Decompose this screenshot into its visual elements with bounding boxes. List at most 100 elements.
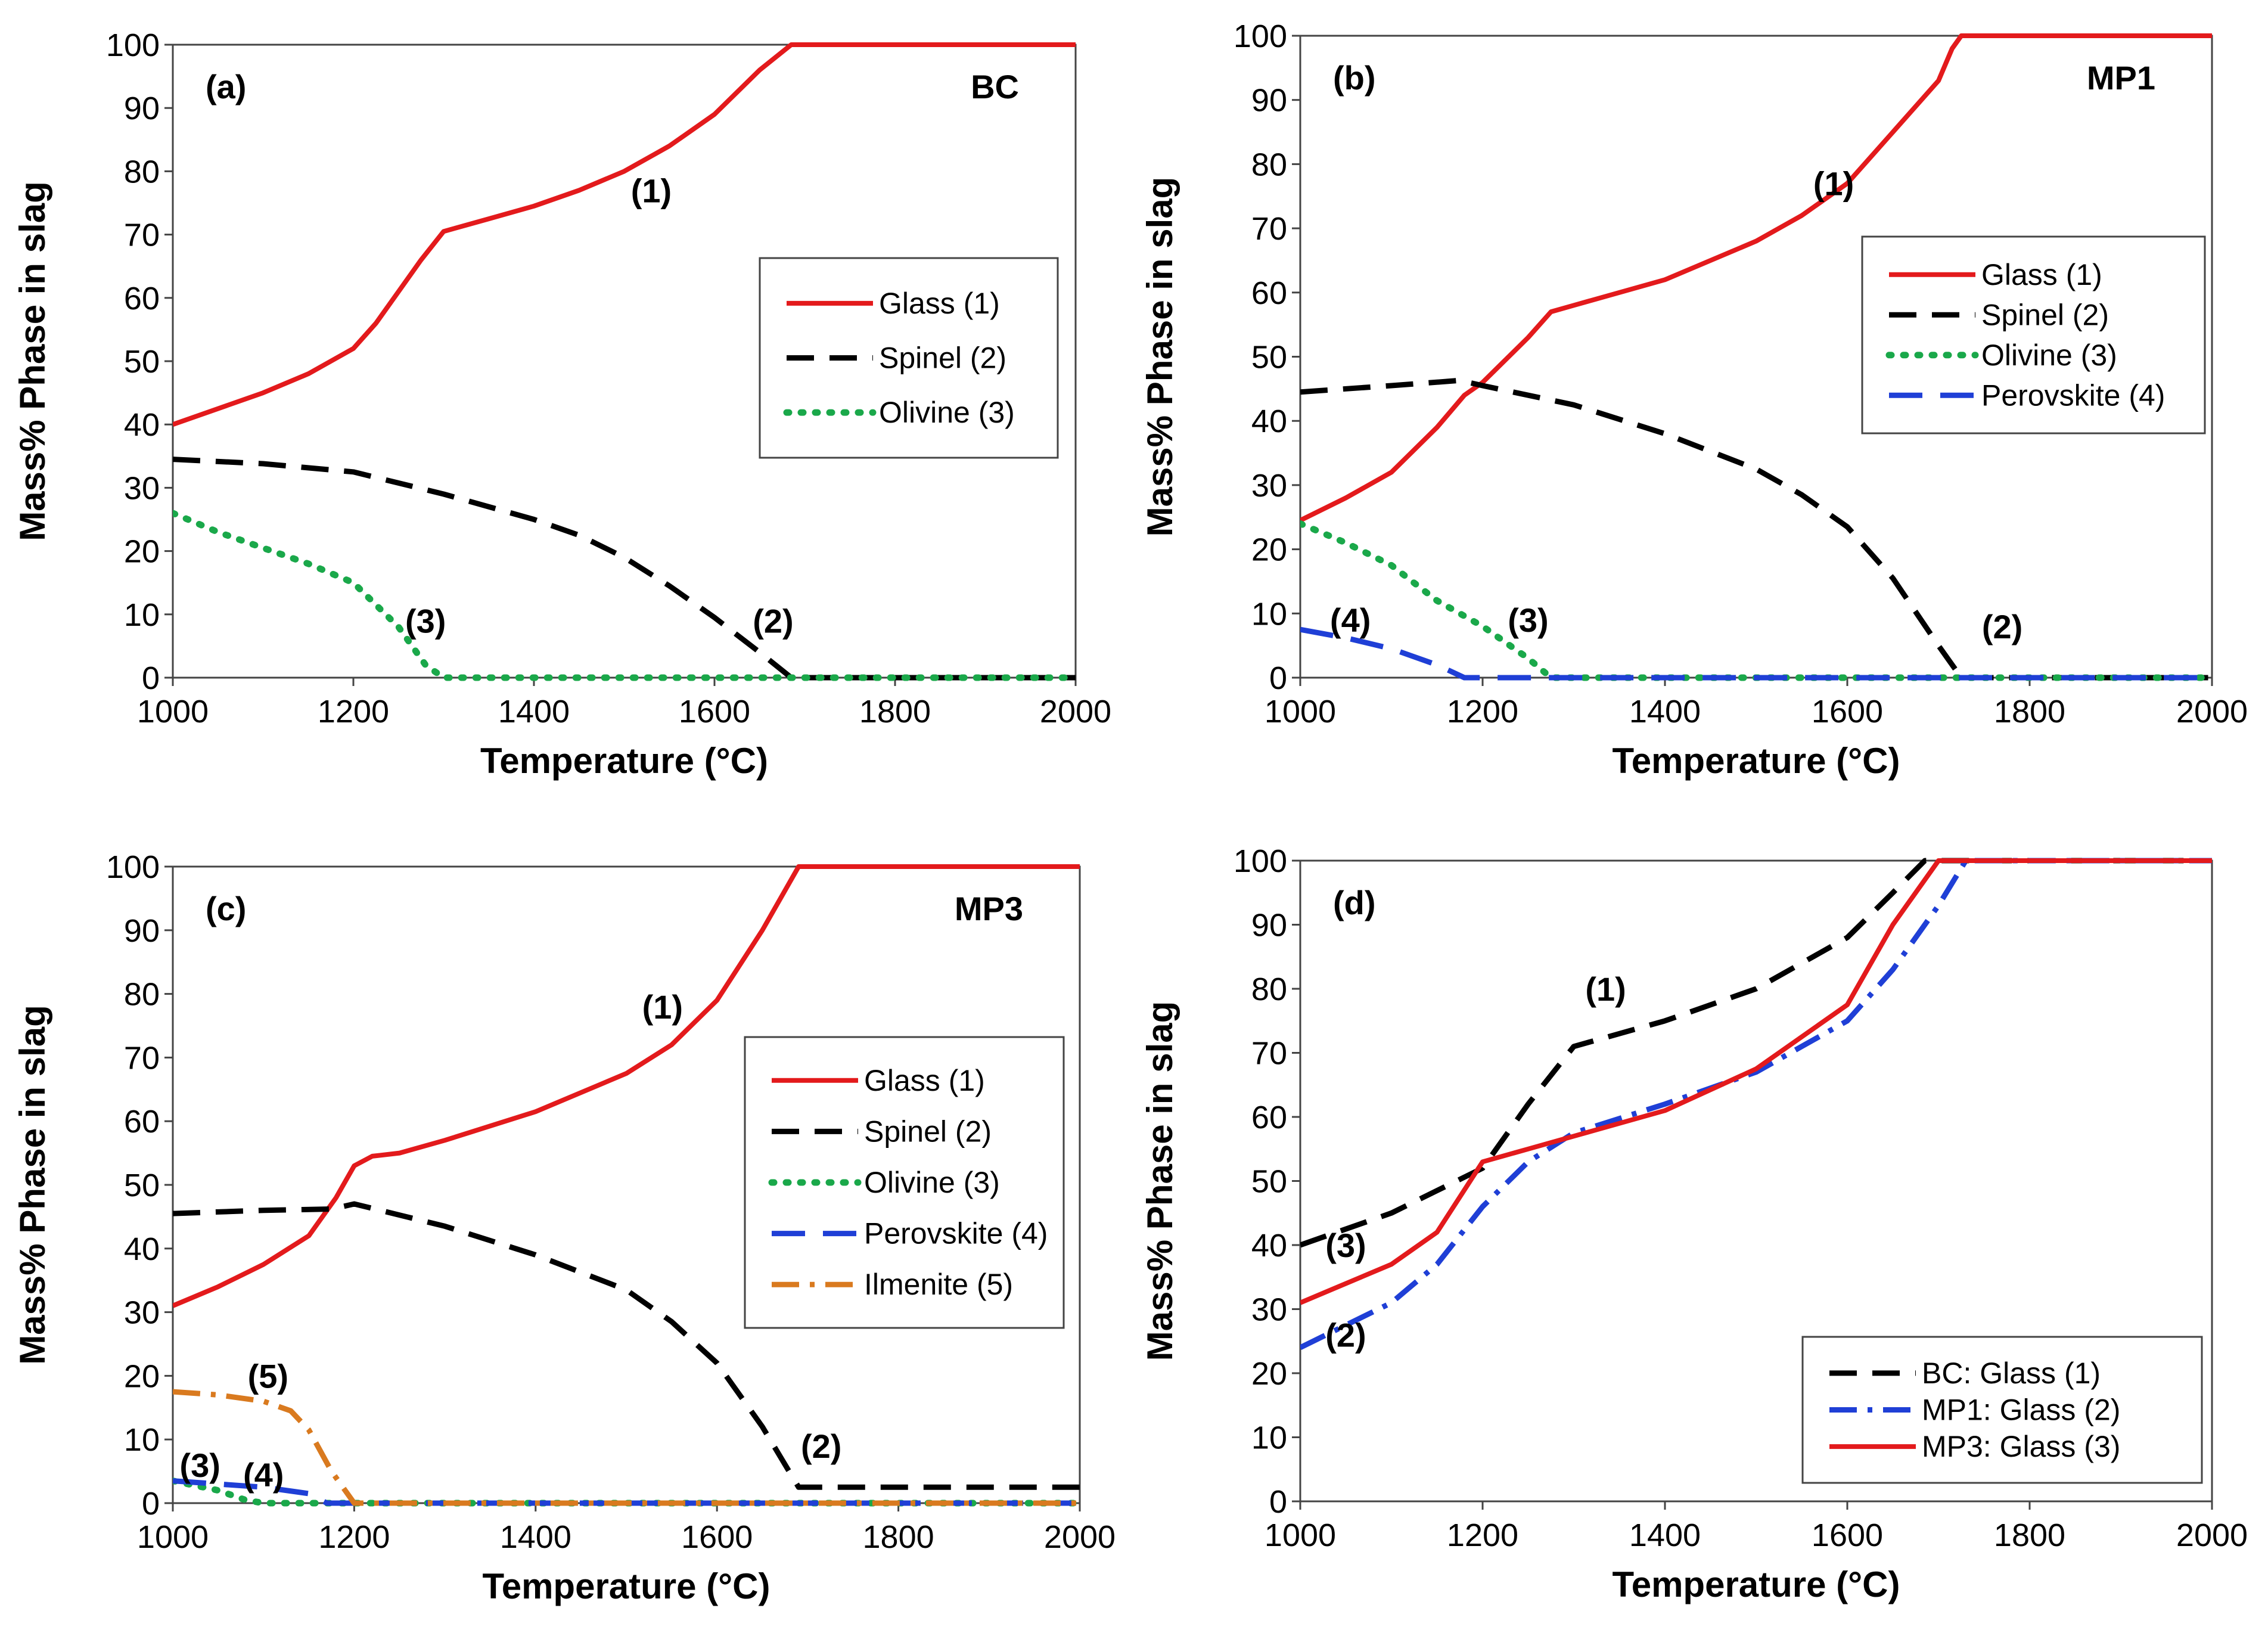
legend-label: Olivine (3) bbox=[1981, 339, 2117, 372]
legend: BC: Glass (1)MP1: Glass (2)MP3: Glass (3… bbox=[1801, 1336, 2203, 1484]
legend-label: Ilmenite (5) bbox=[864, 1268, 1013, 1301]
x-tick-label: 1800 bbox=[1994, 1517, 2065, 1553]
y-tick-label: 90 bbox=[124, 91, 160, 126]
x-axis-title: Temperature (°C) bbox=[483, 1566, 771, 1606]
series-group bbox=[173, 864, 1080, 1507]
legend-label: Perovskite (4) bbox=[1981, 378, 2165, 412]
y-axis-title: Mass% Phase in slag bbox=[1140, 177, 1180, 537]
x-tick-label: 1800 bbox=[1994, 694, 2065, 730]
series-line-olivine-3 bbox=[173, 510, 1076, 681]
x-tick-label: 2000 bbox=[2176, 1517, 2248, 1553]
legend-label: Glass (1) bbox=[879, 287, 1000, 320]
y-tick-label: 50 bbox=[1251, 1164, 1287, 1200]
y-tick-label: 10 bbox=[124, 597, 160, 633]
legend-label: Olivine (3) bbox=[879, 396, 1015, 429]
y-tick-label: 70 bbox=[1251, 1036, 1287, 1072]
legend-label: Spinel (2) bbox=[1981, 298, 2109, 331]
y-tick-label: 30 bbox=[1251, 468, 1287, 504]
x-tick-label: 1400 bbox=[498, 694, 570, 730]
y-tick-label: 50 bbox=[124, 344, 160, 380]
chart-title: BC bbox=[971, 68, 1019, 105]
x-tick-label: 1000 bbox=[1265, 1517, 1336, 1553]
series-line-perovskite-4 bbox=[173, 1478, 1080, 1506]
panel-0: 0 10 20 30 40 50 60 70 80 90 100 1000 1200 1400 1600 18… bbox=[13, 27, 1111, 781]
y-tick-label: 40 bbox=[1251, 403, 1287, 439]
x-tick-label: 1600 bbox=[1812, 694, 1883, 730]
y-tick-label: 40 bbox=[124, 1231, 160, 1267]
y-tick-label: 50 bbox=[1251, 340, 1287, 375]
legend-label: BC: Glass (1) bbox=[1922, 1357, 2101, 1390]
series-line-mp1-glass-2 bbox=[1300, 858, 2212, 1351]
legend-label: Spinel (2) bbox=[879, 342, 1006, 375]
curve-annotation: (4) bbox=[1330, 601, 1371, 639]
curve-annotation: (1) bbox=[1813, 165, 1854, 203]
x-tick-label: 1000 bbox=[137, 1519, 209, 1555]
legend: Glass (1) Spinel (2) Olivine (3) Perovskite… bbox=[744, 1036, 1065, 1329]
curve-annotation: (3) bbox=[405, 602, 446, 640]
panel-2: 0 10 20 30 40 50 60 70 80 90 100 1000 1200 1400 1600 18… bbox=[13, 849, 1116, 1606]
panel-3: 0 10 20 30 40 50 60 70 80 90 100 1000 1200 1400 1600 18… bbox=[1140, 843, 2248, 1604]
x-tick-label: 1400 bbox=[1629, 694, 1701, 730]
y-tick-label: 70 bbox=[1251, 211, 1287, 247]
legend: Glass (1) Spinel (2) Olivine (3) Perovskite… bbox=[1861, 235, 2206, 434]
x-tick-label: 1200 bbox=[1447, 694, 1518, 730]
y-tick-label: 100 bbox=[106, 849, 160, 885]
y-tick-label: 0 bbox=[142, 1486, 160, 1522]
y-tick-label: 30 bbox=[124, 470, 160, 506]
x-axis-title: Temperature (°C) bbox=[1613, 741, 1900, 781]
series-line-perovskite-4 bbox=[1300, 626, 2212, 681]
legend-label: Glass (1) bbox=[1981, 258, 2102, 291]
series-line-ilmenite-5 bbox=[173, 1389, 1080, 1506]
y-tick-label: 70 bbox=[124, 218, 160, 253]
curve-annotation: (3) bbox=[1325, 1227, 1366, 1264]
panel-tag: (b) bbox=[1333, 59, 1376, 97]
curve-annotation: (2) bbox=[1325, 1317, 1366, 1354]
panel-tag: (d) bbox=[1333, 884, 1376, 921]
series-group bbox=[173, 42, 1076, 681]
x-tick-label: 1200 bbox=[318, 1519, 390, 1555]
y-tick-label: 0 bbox=[142, 660, 160, 696]
curve-annotation: (1) bbox=[631, 172, 672, 209]
curve-annotation: (3) bbox=[1508, 601, 1548, 639]
x-tick-label: 1000 bbox=[137, 694, 209, 730]
y-tick-label: 10 bbox=[1251, 1420, 1287, 1456]
y-tick-label: 40 bbox=[1251, 1228, 1287, 1264]
y-tick-label: 20 bbox=[1251, 532, 1287, 568]
y-tick-label: 20 bbox=[1251, 1356, 1287, 1392]
y-tick-label: 0 bbox=[1269, 1484, 1287, 1520]
y-axis-title: Mass% Phase in slag bbox=[13, 1005, 52, 1365]
x-tick-label: 1600 bbox=[1812, 1517, 1883, 1553]
y-tick-label: 90 bbox=[124, 913, 160, 949]
y-tick-label: 100 bbox=[106, 27, 160, 63]
series-line-glass-1 bbox=[1300, 33, 2212, 523]
x-tick-label: 1800 bbox=[863, 1519, 934, 1555]
y-tick-label: 90 bbox=[1251, 83, 1287, 119]
x-tick-label: 1600 bbox=[681, 1519, 753, 1555]
series-line-olivine-3 bbox=[1300, 520, 2212, 681]
y-tick-label: 80 bbox=[1251, 971, 1287, 1007]
chart-title: MP3 bbox=[955, 890, 1023, 927]
y-tick-label: 0 bbox=[1269, 660, 1287, 696]
panel-tag: (a) bbox=[206, 68, 246, 105]
y-tick-label: 60 bbox=[124, 1104, 160, 1140]
series-line-glass-1 bbox=[173, 42, 1076, 427]
legend: Glass (1) Spinel (2) Olivine (3) bbox=[759, 257, 1059, 459]
legend-label: Olivine (3) bbox=[864, 1166, 1000, 1199]
y-tick-label: 10 bbox=[1251, 596, 1287, 632]
curve-annotation: (2) bbox=[753, 602, 793, 640]
series-line-spinel-2 bbox=[173, 457, 1076, 681]
x-tick-label: 1400 bbox=[1629, 1517, 1701, 1553]
curve-annotation: (5) bbox=[248, 1357, 288, 1395]
panel-tag: (c) bbox=[206, 890, 246, 927]
y-tick-label: 100 bbox=[1234, 843, 1287, 879]
x-tick-label: 2000 bbox=[1040, 694, 1111, 730]
x-tick-label: 1800 bbox=[859, 694, 931, 730]
y-tick-label: 20 bbox=[124, 534, 160, 570]
y-tick-label: 60 bbox=[1251, 275, 1287, 311]
curve-annotation: (1) bbox=[642, 988, 683, 1026]
x-axis-title: Temperature (°C) bbox=[480, 741, 768, 781]
legend-label: MP3: Glass (3) bbox=[1922, 1430, 2120, 1463]
curve-annotation: (2) bbox=[1982, 608, 2022, 645]
y-tick-label: 40 bbox=[124, 407, 160, 443]
